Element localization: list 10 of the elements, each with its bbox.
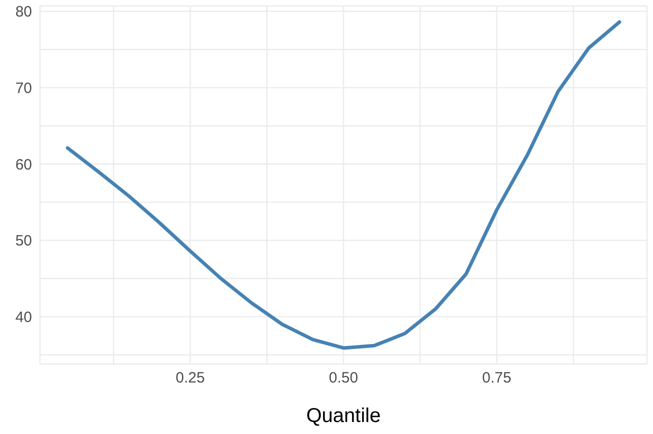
line-series: [66, 20, 622, 350]
y-tick-label: 40: [15, 309, 32, 326]
x-tick-label: 0.50: [328, 370, 358, 387]
y-tick-label: 50: [15, 232, 32, 250]
x-tick-label: 0.75: [482, 370, 512, 387]
y-tick-label: 80: [15, 4, 32, 21]
x-axis-title: Quantile: [306, 405, 381, 427]
y-tick-label: 60: [15, 156, 32, 174]
x-tick-label: 0.25: [176, 370, 205, 387]
y-tick-label: 70: [15, 80, 32, 97]
